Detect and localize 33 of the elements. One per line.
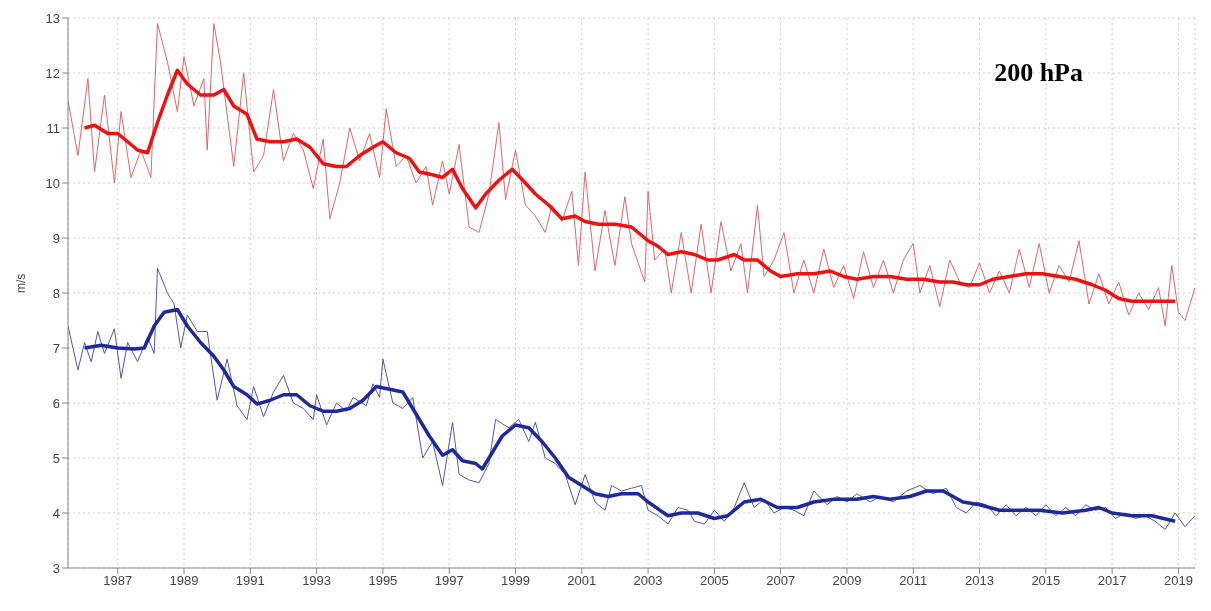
x-tick-label: 2009 xyxy=(832,573,862,589)
line-series xyxy=(82,307,1177,523)
y-tick-label: 3 xyxy=(52,560,60,576)
y-tick-label: 5 xyxy=(52,450,60,466)
x-tick-label: 2003 xyxy=(633,573,663,589)
x-tick-label: 1997 xyxy=(434,573,464,589)
x-tick-label: 1987 xyxy=(103,573,133,589)
x-tick-label: 2015 xyxy=(1031,573,1061,589)
x-tick-label: 2007 xyxy=(766,573,796,589)
y-tick-label: 6 xyxy=(52,395,60,411)
x-tick-label: 1989 xyxy=(169,573,199,589)
y-tick-label: 10 xyxy=(45,175,60,191)
x-tick-label: 2001 xyxy=(567,573,597,589)
x-tick-label: 1993 xyxy=(302,573,332,589)
x-tick-label: 2017 xyxy=(1097,573,1127,589)
line-series xyxy=(68,267,1195,530)
y-axis-title: m/s xyxy=(14,273,29,293)
y-tick-label: 7 xyxy=(52,340,60,356)
y-tick-label: 9 xyxy=(52,230,60,246)
y-tick-label: 12 xyxy=(45,65,60,81)
x-tick-label: 2011 xyxy=(899,573,928,589)
x-tick-label: 1995 xyxy=(368,573,398,589)
x-tick-label: 1991 xyxy=(235,573,265,589)
x-tick-label: 2019 xyxy=(1163,573,1193,589)
annotation: 200 hPa xyxy=(994,58,1083,88)
line-series xyxy=(68,23,1195,327)
y-tick-label: 8 xyxy=(52,285,60,301)
x-tick-label: 2005 xyxy=(699,573,729,589)
x-tick-label: 2013 xyxy=(965,573,995,589)
y-tick-label: 11 xyxy=(46,120,60,136)
y-tick-label: 13 xyxy=(45,10,60,26)
x-tick-label: 1999 xyxy=(501,573,530,589)
y-tick-label: 4 xyxy=(52,505,60,521)
